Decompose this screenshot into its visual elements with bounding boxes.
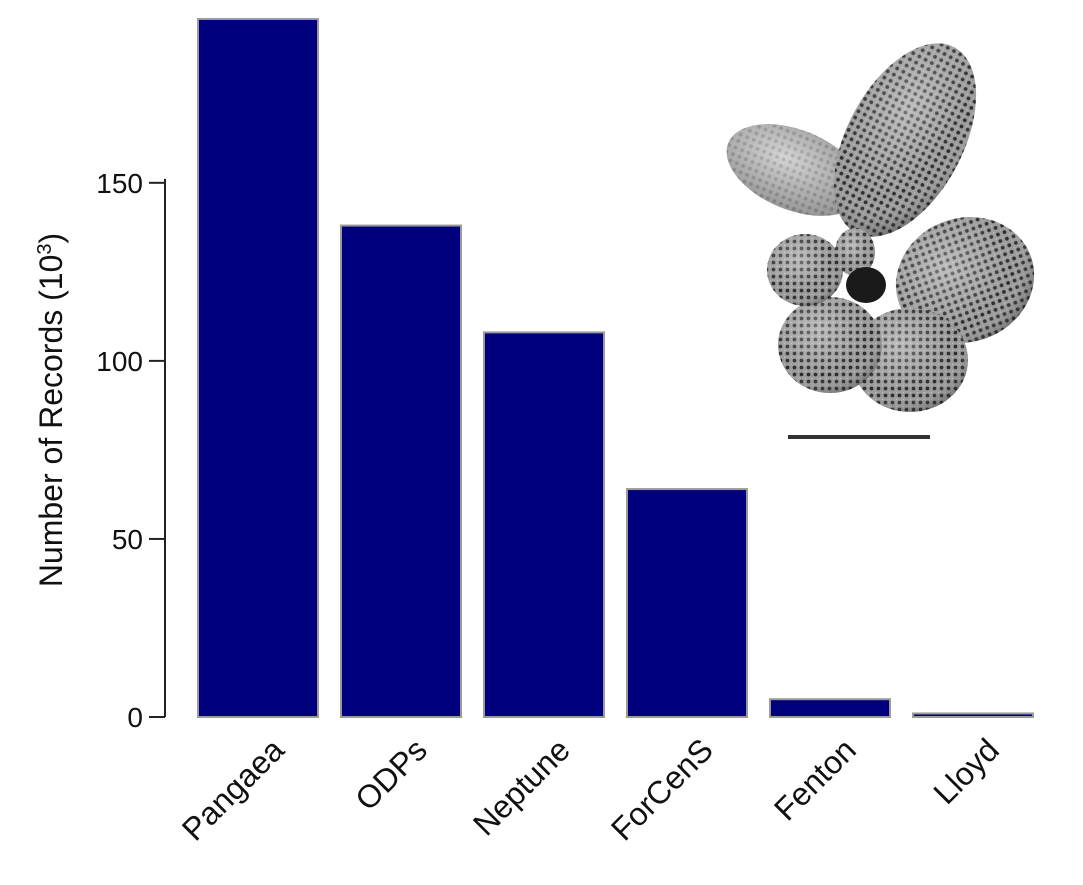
y-axis-title-superscript: 3 <box>34 243 56 254</box>
chamber-lower-left <box>778 297 882 393</box>
aperture-shadow <box>846 267 886 303</box>
y-tick-label: 100 <box>96 346 143 377</box>
bar-fenton <box>769 698 891 718</box>
y-tick-label: 0 <box>127 702 143 733</box>
x-category-label-lloyd: Lloyd <box>926 731 1006 811</box>
y-axis-title-close: ) <box>33 233 69 244</box>
x-category-label-neptune: Neptune <box>466 731 577 842</box>
y-tick-label: 150 <box>96 168 143 199</box>
bar-neptune <box>483 331 605 718</box>
y-axis-title-text: Number of Records (10 <box>33 255 69 588</box>
chamber-center <box>835 228 875 276</box>
x-category-label-forcens: ForCenS <box>604 731 720 847</box>
x-category-label-odps: ODPs <box>348 731 434 817</box>
chamber-smooth <box>726 124 864 216</box>
y-axis-ticks: 0 50 100 150 <box>96 168 165 733</box>
bar-lloyd <box>912 712 1034 719</box>
chamber-lower-right <box>852 308 968 412</box>
bars <box>197 18 1034 719</box>
bar-pangaea <box>197 18 319 718</box>
chamber-left <box>767 234 843 306</box>
chamber-upper <box>833 43 977 237</box>
bar-forcens <box>626 488 748 718</box>
bar-odps <box>340 224 462 718</box>
foraminifera-micrograph-image <box>726 43 1035 439</box>
x-category-label-fenton: Fenton <box>767 731 863 827</box>
y-tick-label: 50 <box>112 524 143 555</box>
x-category-label-pangaea: Pangaea <box>175 731 291 847</box>
y-axis-title: Number of Records (103) <box>33 233 69 587</box>
x-axis-category-labels: Pangaea ODPs Neptune ForCenS Fenton Lloyd <box>175 731 1006 847</box>
